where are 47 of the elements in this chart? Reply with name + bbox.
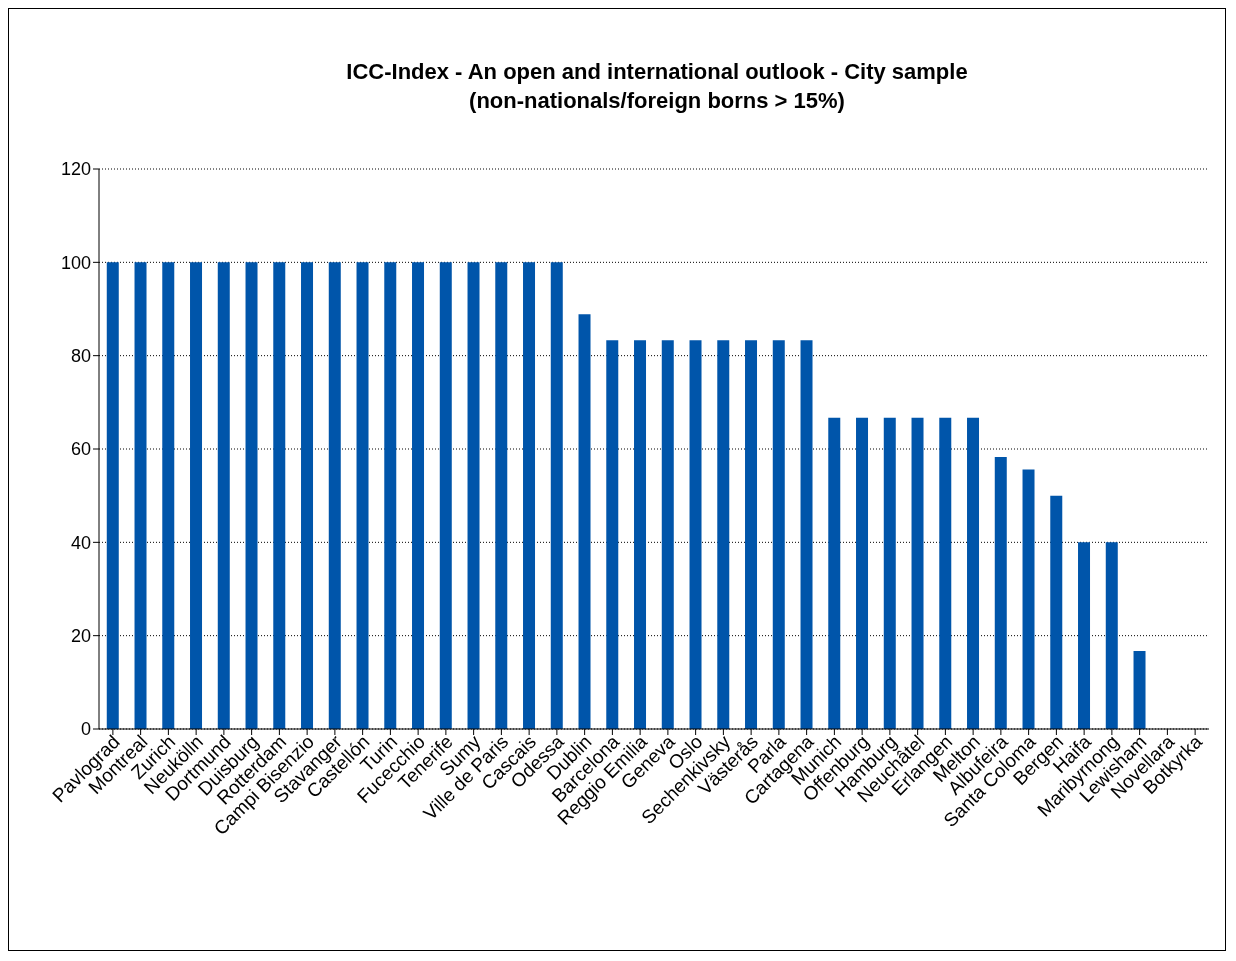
bar bbox=[190, 262, 203, 729]
bar bbox=[162, 262, 175, 729]
bar bbox=[439, 262, 452, 729]
bar bbox=[1105, 542, 1118, 729]
y-tick-label: 40 bbox=[70, 532, 91, 553]
bar bbox=[467, 262, 480, 729]
bar bbox=[412, 262, 425, 729]
bar bbox=[745, 340, 758, 729]
bar bbox=[994, 456, 1007, 729]
bar bbox=[1050, 495, 1063, 729]
bar bbox=[1133, 651, 1146, 729]
bar bbox=[1078, 542, 1091, 729]
bar bbox=[856, 417, 869, 729]
bar bbox=[328, 262, 341, 729]
bar bbox=[800, 340, 813, 729]
bar bbox=[106, 262, 119, 729]
y-tick-label: 100 bbox=[60, 252, 91, 273]
bar bbox=[689, 340, 702, 729]
y-tick-label: 60 bbox=[70, 439, 91, 460]
bar bbox=[883, 417, 896, 729]
bar bbox=[578, 314, 591, 729]
bar bbox=[134, 262, 147, 729]
bar bbox=[301, 262, 314, 729]
bar bbox=[356, 262, 369, 729]
bar bbox=[550, 262, 563, 729]
bar bbox=[273, 262, 286, 729]
bar bbox=[911, 417, 924, 729]
bar bbox=[1022, 469, 1035, 729]
bar bbox=[828, 417, 841, 729]
bar bbox=[523, 262, 536, 729]
bar bbox=[495, 262, 508, 729]
y-tick-label: 80 bbox=[70, 346, 91, 367]
bar bbox=[939, 417, 952, 729]
bar bbox=[245, 262, 258, 729]
chart-subtitle: (non-nationals/foreign borns > 15%) bbox=[468, 87, 846, 115]
y-tick-label: 0 bbox=[80, 719, 91, 740]
y-tick-label: 120 bbox=[60, 159, 91, 180]
bar bbox=[717, 340, 730, 729]
bar bbox=[384, 262, 397, 729]
bar bbox=[661, 340, 674, 729]
chart-title: ICC-Index - An open and international outlook - City sample bbox=[345, 58, 969, 86]
bar bbox=[772, 340, 785, 729]
bar bbox=[634, 340, 647, 729]
bar bbox=[606, 340, 619, 729]
y-tick-label: 20 bbox=[70, 626, 91, 647]
bar bbox=[967, 417, 980, 729]
bar bbox=[217, 262, 230, 729]
